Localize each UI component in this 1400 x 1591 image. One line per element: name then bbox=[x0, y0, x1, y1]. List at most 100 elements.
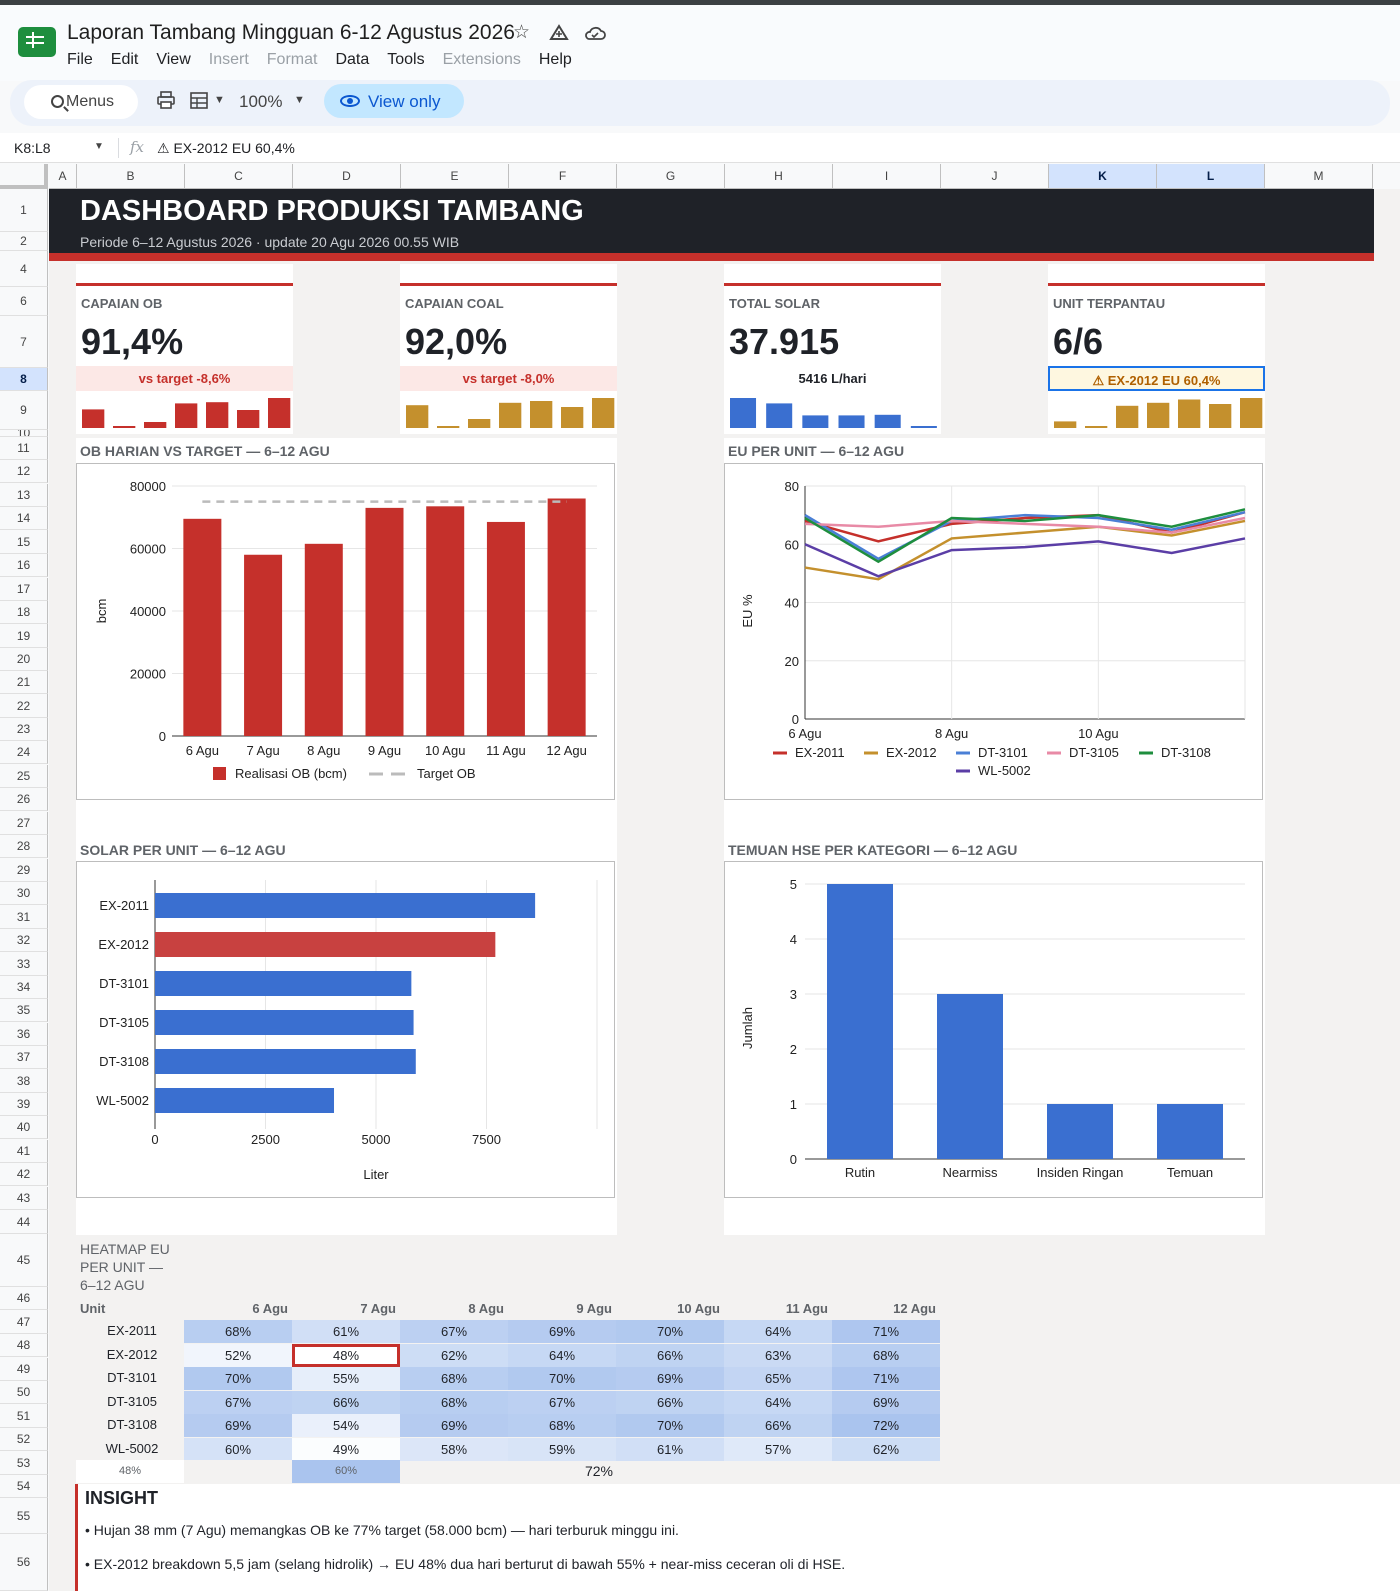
formula-input[interactable]: ⚠ EX-2012 EU 60,4% bbox=[157, 140, 295, 156]
row-header-27[interactable]: 27 bbox=[0, 812, 48, 835]
kpi-card-coal[interactable]: CAPAIAN COAL 92,0% vs target -8,0% bbox=[400, 283, 617, 428]
star-icon[interactable]: ☆ bbox=[513, 22, 531, 43]
kpi-card-unit[interactable]: UNIT TERPANTAU 6/6 ⚠ EX-2012 EU 60,4% bbox=[1048, 283, 1265, 428]
row-header-2[interactable]: 2 bbox=[0, 232, 48, 251]
heatmap-cell[interactable]: 69% bbox=[616, 1367, 724, 1390]
row-header-55[interactable]: 55 bbox=[0, 1498, 48, 1534]
row-header-54[interactable]: 54 bbox=[0, 1475, 48, 1498]
row-header-1[interactable]: 1 bbox=[0, 189, 48, 232]
row-header-46[interactable]: 46 bbox=[0, 1287, 48, 1310]
heatmap-cell[interactable]: 67% bbox=[508, 1390, 616, 1414]
row-header-6[interactable]: 6 bbox=[0, 287, 48, 316]
heatmap-cell[interactable]: 69% bbox=[832, 1390, 940, 1414]
heatmap-cell[interactable]: 60% bbox=[184, 1437, 292, 1461]
column-header-h[interactable]: H bbox=[725, 164, 833, 189]
heatmap-cell[interactable]: 70% bbox=[616, 1414, 724, 1437]
format-table-chevron-down-icon[interactable]: ▼ bbox=[214, 94, 225, 106]
column-header-m[interactable]: M bbox=[1265, 164, 1373, 189]
row-header-8[interactable]: 8 bbox=[0, 368, 48, 391]
heatmap-cell[interactable]: 68% bbox=[832, 1343, 940, 1367]
column-header-e[interactable]: E bbox=[401, 164, 509, 189]
row-header-51[interactable]: 51 bbox=[0, 1404, 48, 1428]
heatmap-cell[interactable]: 71% bbox=[832, 1320, 940, 1343]
menu-view[interactable]: View bbox=[156, 51, 191, 68]
column-header-a[interactable]: A bbox=[49, 164, 77, 189]
row-header-50[interactable]: 50 bbox=[0, 1381, 48, 1404]
column-header-i[interactable]: I bbox=[833, 164, 941, 189]
heatmap-cell[interactable]: 67% bbox=[184, 1390, 292, 1414]
row-header-12[interactable]: 12 bbox=[0, 460, 48, 483]
row-header-44[interactable]: 44 bbox=[0, 1210, 48, 1234]
row-header-33[interactable]: 33 bbox=[0, 952, 48, 976]
menu-format[interactable]: Format bbox=[266, 51, 318, 68]
menu-edit[interactable]: Edit bbox=[110, 51, 139, 68]
heatmap-cell[interactable]: 65% bbox=[724, 1367, 832, 1390]
menu-insert[interactable]: Insert bbox=[208, 51, 249, 68]
row-header-36[interactable]: 36 bbox=[0, 1023, 48, 1046]
kpi-warning-selected-cell[interactable]: ⚠ EX-2012 EU 60,4% bbox=[1048, 366, 1265, 391]
row-header-14[interactable]: 14 bbox=[0, 507, 48, 530]
heatmap-cell[interactable]: 49% bbox=[292, 1437, 400, 1461]
row-header-41[interactable]: 41 bbox=[0, 1140, 48, 1163]
row-header-35[interactable]: 35 bbox=[0, 999, 48, 1022]
menu-tools[interactable]: Tools bbox=[387, 51, 425, 68]
heatmap-cell[interactable]: 68% bbox=[508, 1414, 616, 1437]
menu-help[interactable]: Help bbox=[538, 51, 572, 68]
heatmap-cell[interactable]: 70% bbox=[184, 1367, 292, 1390]
heatmap-cell[interactable]: 61% bbox=[292, 1320, 400, 1343]
column-header-b[interactable]: B bbox=[77, 164, 185, 189]
row-header-37[interactable]: 37 bbox=[0, 1046, 48, 1069]
row-header-30[interactable]: 30 bbox=[0, 882, 48, 905]
heatmap-cell[interactable]: 66% bbox=[616, 1390, 724, 1414]
heatmap-cell[interactable]: 52% bbox=[184, 1343, 292, 1367]
row-header-43[interactable]: 43 bbox=[0, 1187, 48, 1210]
row-header-56[interactable]: 56 bbox=[0, 1534, 48, 1591]
heatmap-cell[interactable]: 62% bbox=[832, 1437, 940, 1461]
row-header-16[interactable]: 16 bbox=[0, 554, 48, 577]
heatmap-cell[interactable]: 61% bbox=[616, 1437, 724, 1461]
row-header-52[interactable]: 52 bbox=[0, 1428, 48, 1451]
eu-chart[interactable]: 0 20 40 60 80 6 Agu 8 Agu 10 Agu EU % EX-2011 EX-2… bbox=[724, 463, 1263, 800]
row-header-47[interactable]: 47 bbox=[0, 1310, 48, 1334]
row-header-18[interactable]: 18 bbox=[0, 601, 48, 624]
row-header-20[interactable]: 20 bbox=[0, 648, 48, 671]
heatmap-cell[interactable]: 58% bbox=[400, 1437, 508, 1461]
heatmap-cell[interactable]: 64% bbox=[508, 1343, 616, 1367]
row-header-32[interactable]: 32 bbox=[0, 929, 48, 952]
cloud-status-icon[interactable] bbox=[584, 25, 606, 41]
row-header-9[interactable]: 9 bbox=[0, 391, 48, 430]
row-header-34[interactable]: 34 bbox=[0, 976, 48, 999]
solar-chart[interactable]: 0 2500 5000 7500 Liter EX-2011 EX-2012 DT-3101 D… bbox=[76, 861, 615, 1198]
row-header-38[interactable]: 38 bbox=[0, 1069, 48, 1093]
move-to-drive-icon[interactable] bbox=[548, 23, 570, 43]
print-icon[interactable] bbox=[157, 91, 175, 109]
format-table-icon[interactable] bbox=[190, 91, 210, 111]
row-header-39[interactable]: 39 bbox=[0, 1093, 48, 1116]
heatmap-cell[interactable]: 63% bbox=[724, 1343, 832, 1367]
zoom-chevron-down-icon[interactable]: ▼ bbox=[294, 94, 305, 106]
menu-file[interactable]: File bbox=[67, 51, 93, 68]
row-header-42[interactable]: 42 bbox=[0, 1163, 48, 1186]
heatmap-cell[interactable]: 66% bbox=[724, 1414, 832, 1437]
row-header-15[interactable]: 15 bbox=[0, 530, 48, 554]
heatmap-cell[interactable]: 66% bbox=[616, 1343, 724, 1367]
heatmap-cell[interactable]: 71% bbox=[832, 1367, 940, 1390]
row-header-53[interactable]: 53 bbox=[0, 1451, 48, 1475]
heatmap-cell[interactable]: 72% bbox=[832, 1414, 940, 1437]
row-header-11[interactable]: 11 bbox=[0, 437, 48, 460]
zoom-select[interactable]: 100% bbox=[239, 92, 283, 111]
row-header-19[interactable]: 19 bbox=[0, 624, 48, 648]
heatmap-cell[interactable]: 68% bbox=[400, 1390, 508, 1414]
heatmap-cell[interactable]: 69% bbox=[400, 1414, 508, 1437]
menu-data[interactable]: Data bbox=[335, 51, 370, 68]
column-header-f[interactable]: F bbox=[509, 164, 617, 189]
heatmap-cell[interactable]: 48% bbox=[292, 1343, 400, 1367]
menu-search-input[interactable]: Menus bbox=[24, 85, 138, 119]
heatmap-cell[interactable]: 68% bbox=[184, 1320, 292, 1343]
heatmap-cell[interactable]: 70% bbox=[508, 1367, 616, 1390]
column-header-j[interactable]: J bbox=[941, 164, 1049, 189]
row-header-31[interactable]: 31 bbox=[0, 905, 48, 929]
heatmap-cell[interactable]: 55% bbox=[292, 1367, 400, 1390]
row-header-23[interactable]: 23 bbox=[0, 718, 48, 741]
document-title[interactable]: Laporan Tambang Mingguan 6-12 Agustus 20… bbox=[67, 21, 515, 44]
